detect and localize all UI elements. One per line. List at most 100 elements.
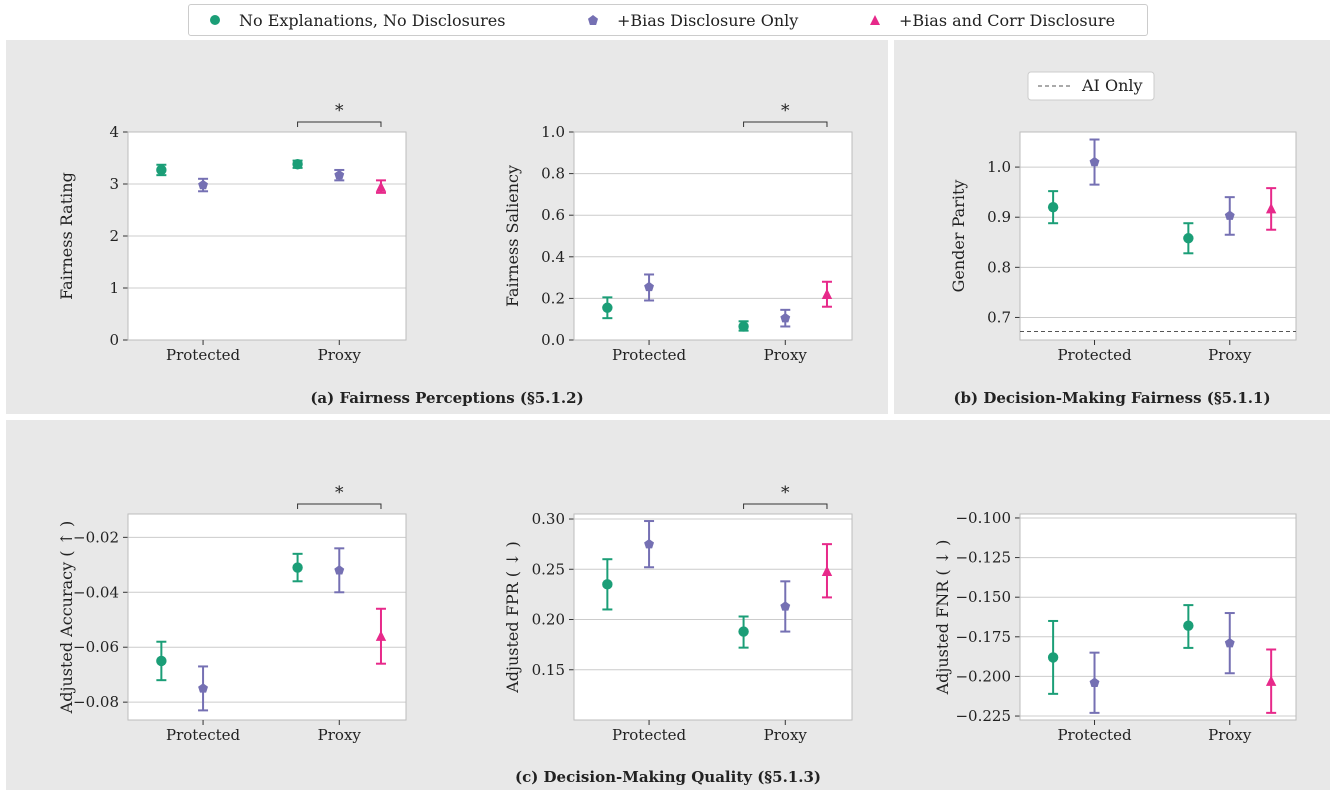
x-tick-label: Proxy [318,726,362,744]
caption-a: (a) Fairness Perceptions (§5.1.2) [310,389,584,407]
chart-fairness-saliency: 0.0 0.2 0.4 0.6 0.8 1.0 Protected Proxy Fairness… [503,101,853,364]
y-tick-label: 0 [109,331,119,349]
data-point-bias_corr [821,565,833,576]
data-point-no_expl [602,302,613,313]
plot-area [1020,132,1296,340]
y-tick-label: 0.7 [987,308,1011,326]
data-point-no_expl [1183,620,1194,631]
x-tick-label: Proxy [764,726,808,744]
significance-star: * [335,101,344,121]
y-tick-label: 3 [109,175,119,193]
significance-star: * [781,101,790,121]
data-point-no_expl [1047,201,1059,213]
data-point-bias_only [1089,156,1100,167]
significance-bracket [297,121,382,127]
plot-area [574,514,852,720]
x-tick-label: Proxy [1208,346,1252,364]
data-point-no_expl [292,562,303,573]
y-tick-label: 0.20 [532,611,565,629]
reference-legend-box [1027,71,1155,101]
y-tick-label: 0.0 [541,331,565,349]
triangle-marker-icon [870,15,880,25]
plot-frame [573,513,853,721]
data-point-bias_only [644,281,655,292]
y-tick-label: 0.9 [987,208,1011,226]
chart-adjusted-fnr: −0.225 −0.200 −0.175 −0.150 −0.125 −0.100 Prot… [933,509,1297,744]
plot-frame [1019,131,1297,341]
data-point-bias_only [334,565,345,575]
y-tick-label: 1.0 [541,123,565,141]
y-tick-label: 0.4 [541,248,565,266]
data-point-bias_only [1224,210,1235,220]
data-point-bias_corr [375,630,387,641]
data-point-bias_corr [1265,202,1277,214]
y-tick-label: −0.04 [73,583,119,601]
data-point-bias_only [198,179,209,190]
data-point-bias_only [1089,677,1100,687]
data-point-bias_corr [1265,675,1277,686]
y-tick-label: 0.2 [541,289,565,307]
data-point-no_expl [1047,652,1059,663]
data-point-bias_corr [821,288,833,299]
y-tick-label: −0.02 [73,528,119,546]
y-tick-label: −0.125 [955,549,1011,567]
data-point-no_expl [738,626,749,637]
legend-label: +Bias and Corr Disclosure [899,10,1116,30]
significance-bracket [297,503,382,509]
plot-frame [127,131,407,341]
y-tick-label: 0.6 [541,206,565,224]
y-tick-label: −0.150 [955,588,1011,606]
x-tick-label: Protected [166,726,241,744]
plot-frame [127,513,407,721]
plot-frame [573,131,853,341]
y-tick-label: 0.30 [532,510,565,528]
y-tick-label: 0.8 [541,165,565,183]
chart-gender-parity: 0.7 0.8 0.9 1.0 Protected Proxy Gender Parity A… [949,71,1297,364]
plot-area [1020,514,1296,720]
y-tick-label: −0.06 [73,638,119,656]
y-axis-label: Adjusted Accuracy ( ↑ ) [57,521,76,715]
circle-marker-icon [210,15,220,25]
data-point-bias_only [1224,637,1235,648]
x-tick-label: Proxy [318,346,362,364]
significance-bracket [743,503,828,509]
y-tick-label: −0.200 [955,667,1011,685]
legend-item-bias-disclosure: +Bias Disclosure Only [587,5,798,35]
significance-bracket [743,121,828,127]
data-point-no_expl [602,579,613,590]
chart-adjusted-accuracy: −0.08 −0.06 −0.04 −0.02 Protected Proxy Adjust… [57,483,407,744]
y-tick-label: 2 [109,227,119,245]
plot-frame [1019,513,1297,721]
pentagon-marker-icon [588,15,598,25]
y-tick-label: 1.0 [987,158,1011,176]
significance-star: * [335,483,344,503]
caption-b: (b) Decision-Making Fairness (§5.1.1) [953,389,1271,407]
legend-label: No Explanations, No Disclosures [239,10,506,30]
y-tick-label: 1 [109,279,119,297]
plot-area [128,514,406,720]
x-tick-label: Protected [166,346,241,364]
y-tick-label: −0.175 [955,628,1011,646]
y-tick-label: −0.100 [955,509,1011,527]
data-point-bias_only [334,169,345,180]
reference-legend-label: AI Only [1081,76,1143,95]
legend-item-bias-corr-disclosure: +Bias and Corr Disclosure [869,5,1115,35]
x-tick-label: Protected [1057,346,1132,364]
y-tick-label: 4 [109,123,119,141]
data-point-no_expl [156,164,167,176]
x-tick-label: Protected [1057,726,1132,744]
x-tick-label: Proxy [764,346,808,364]
significance-star: * [781,483,790,503]
y-axis-label: Gender Parity [949,180,968,293]
legend-label: +Bias Disclosure Only [617,10,799,30]
caption-c: (c) Decision-Making Quality (§5.1.3) [515,768,821,786]
y-axis-label: Adjusted FNR ( ↓ ) [933,540,952,696]
data-point-bias_only [780,312,791,323]
y-axis-label: Adjusted FPR ( ↓ ) [503,541,522,694]
x-tick-label: Protected [612,346,687,364]
data-point-bias_only [780,601,791,611]
chart-adjusted-fpr: 0.15 0.20 0.25 0.30 Protected Proxy Adjusted F… [503,483,853,744]
y-axis-label: Fairness Rating [57,172,76,300]
y-tick-label: 0.8 [987,258,1011,276]
